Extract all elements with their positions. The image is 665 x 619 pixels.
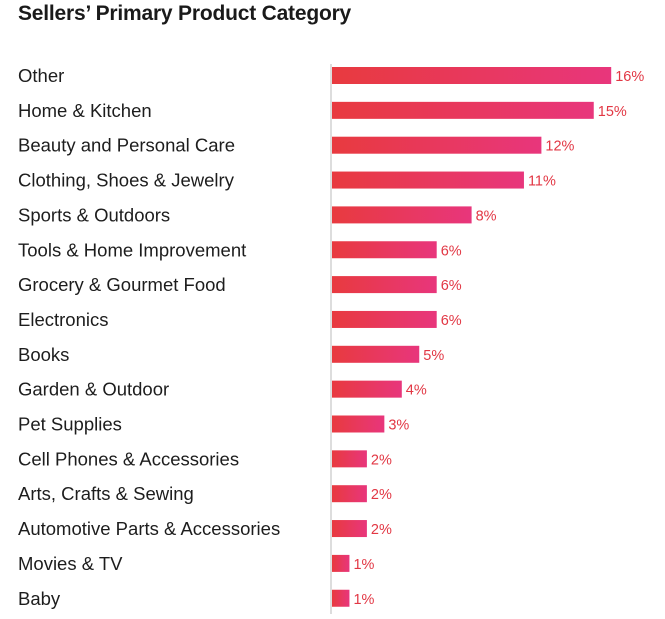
category-label: Tools & Home Improvement	[18, 239, 246, 260]
category-label: Garden & Outdoor	[18, 379, 169, 400]
category-label: Beauty and Personal Care	[18, 135, 235, 156]
bar	[332, 67, 612, 84]
bar	[332, 276, 437, 294]
category-label: Sports & Outdoors	[18, 204, 170, 225]
bar	[332, 241, 437, 259]
category-label: Clothing, Shoes & Jewelry	[18, 170, 235, 191]
category-label: Automotive Parts & Accessories	[18, 518, 280, 539]
bar	[332, 485, 367, 503]
category-label: Books	[18, 344, 69, 365]
value-label: 6%	[441, 278, 462, 294]
category-label: Home & Kitchen	[18, 100, 152, 121]
chart-title: Sellers’ Primary Product Category	[18, 2, 352, 25]
value-label: 2%	[371, 487, 392, 503]
value-label: 5%	[423, 348, 444, 364]
category-label: Grocery & Gourmet Food	[18, 274, 226, 295]
category-label: Electronics	[18, 309, 108, 330]
value-label: 1%	[353, 592, 374, 608]
category-label: Other	[18, 65, 64, 86]
value-label: 12%	[545, 139, 574, 155]
value-label: 15%	[598, 104, 627, 120]
bar	[332, 171, 524, 189]
bar	[332, 136, 542, 154]
category-label: Movies & TV	[18, 553, 123, 574]
value-label: 6%	[441, 243, 462, 259]
bar	[332, 450, 367, 468]
bar	[332, 345, 420, 363]
value-label: 8%	[476, 208, 497, 224]
value-label: 2%	[371, 522, 392, 538]
value-label: 1%	[353, 557, 374, 573]
bar	[332, 101, 594, 119]
category-label: Baby	[18, 588, 61, 609]
value-label: 2%	[371, 452, 392, 468]
value-label: 16%	[615, 69, 644, 85]
value-label: 3%	[388, 418, 409, 434]
bar	[332, 310, 437, 328]
value-label: 6%	[441, 313, 462, 329]
bar	[332, 206, 472, 224]
category-label: Pet Supplies	[18, 414, 122, 435]
bar	[332, 520, 367, 538]
category-label: Cell Phones & Accessories	[18, 448, 239, 469]
value-label: 4%	[406, 383, 427, 399]
value-label: 11%	[528, 174, 556, 190]
category-label: Arts, Crafts & Sewing	[18, 483, 194, 504]
bar	[332, 380, 402, 398]
bar	[332, 554, 350, 572]
bar	[332, 415, 385, 433]
bar	[332, 589, 350, 607]
